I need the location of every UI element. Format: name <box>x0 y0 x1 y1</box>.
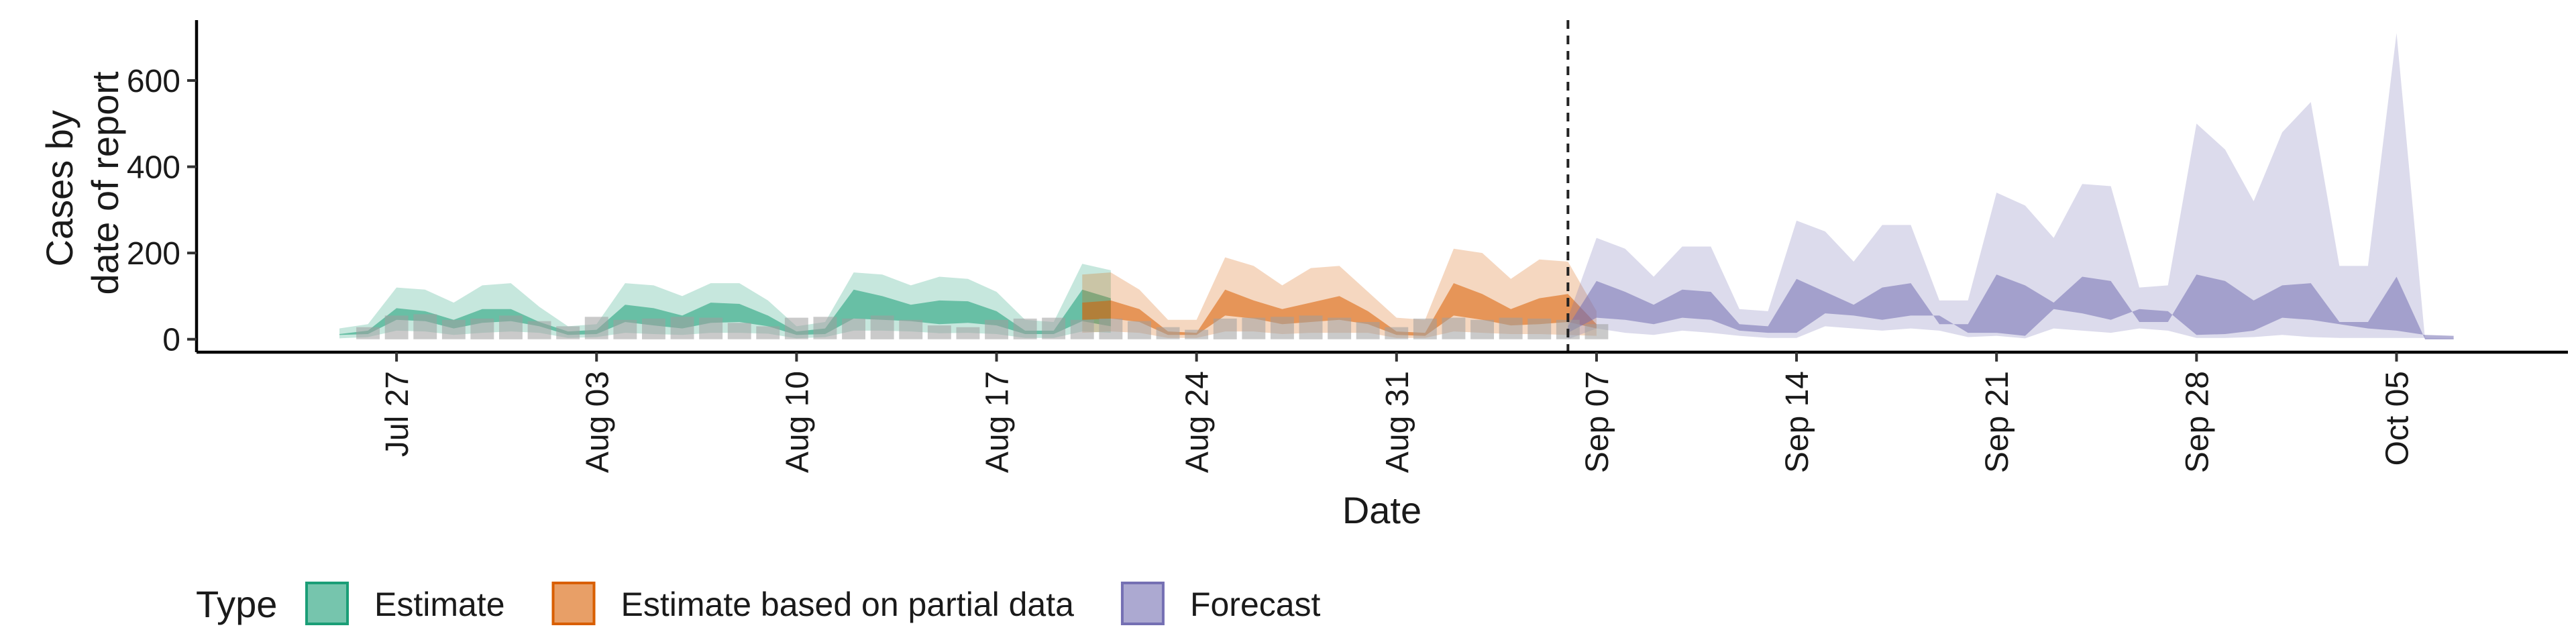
series-areas <box>339 33 2454 339</box>
observed-bar <box>413 314 437 339</box>
y-axis-title-line-2: date of report <box>84 71 126 295</box>
observed-bar <box>985 319 1008 339</box>
observed-bar <box>642 318 665 339</box>
observed-bar <box>584 317 608 339</box>
observed-bar <box>727 323 751 339</box>
observed-bar <box>1470 319 1494 339</box>
observed-bar <box>756 326 780 339</box>
observed-bar <box>1356 322 1380 339</box>
observed-bar <box>699 317 723 339</box>
observed-bar <box>1385 327 1409 339</box>
x-tick-label: Sep 21 <box>1980 371 2015 473</box>
axes: 0 200 400 600 Jul 27 Aug 03 Aug 10 Aug 17 Aug 24… <box>127 20 2568 473</box>
observed-bar <box>870 315 894 339</box>
observed-bar <box>470 318 494 339</box>
observed-bar <box>1328 317 1352 339</box>
legend-title: Type <box>196 583 277 625</box>
x-tick-label: Aug 31 <box>1380 371 1415 473</box>
observed-bar <box>1128 321 1151 339</box>
x-tick-label: Oct 05 <box>2380 371 2416 466</box>
observed-bar <box>670 317 694 339</box>
observed-bar <box>1042 317 1066 339</box>
observed-bar <box>1156 327 1180 339</box>
observed-bar <box>613 319 637 339</box>
legend-label-estimate: Estimate <box>374 586 505 623</box>
x-tick-label: Aug 24 <box>1180 371 1216 473</box>
area-forecast-90 <box>1568 33 2454 339</box>
y-tick-label: 0 <box>162 323 180 358</box>
area-forecast-50 <box>1568 274 2454 339</box>
x-tick-label: Sep 28 <box>2180 371 2215 473</box>
observed-bar <box>956 327 980 339</box>
area-estimate-based-on-partial-data-50 <box>1082 283 1597 336</box>
x-tick-label: Jul 27 <box>380 371 415 457</box>
x-tick-label: Sep 07 <box>1580 371 1615 473</box>
y-axis-title: Cases by date of report <box>38 71 126 295</box>
observed-bar <box>927 325 951 339</box>
observed-bar <box>813 317 837 339</box>
y-tick-label: 400 <box>127 150 180 186</box>
observed-bar <box>556 326 580 339</box>
observed-bar <box>499 315 523 339</box>
x-tick-label: Aug 03 <box>580 371 615 473</box>
observed-bar <box>356 327 380 339</box>
x-tick-label: Aug 17 <box>980 371 1016 473</box>
y-tick-label: 600 <box>127 64 180 99</box>
observed-bar <box>842 318 865 339</box>
observed-bar <box>1585 324 1609 339</box>
observed-bar <box>527 321 551 339</box>
observed-bar <box>441 319 466 339</box>
observed-bar <box>784 317 808 339</box>
observed-bar <box>1499 317 1523 339</box>
legend-key-estimate-based-on-partial-data <box>551 582 596 625</box>
observed-bar <box>899 319 923 339</box>
legend-key-estimate <box>305 582 349 625</box>
legend: Type Estimate Estimate based on partial da… <box>196 582 1321 625</box>
legend-key-forecast <box>1120 582 1165 625</box>
observed-bar <box>384 315 409 339</box>
observed-bar <box>1070 319 1094 339</box>
observed-bar <box>1185 329 1209 339</box>
y-axis-title-line-1: Cases by <box>38 110 80 266</box>
observed-bar <box>1242 317 1266 339</box>
observed-bar <box>1099 318 1123 339</box>
observed-bar <box>1213 318 1237 339</box>
legend-label-estimate-based-on-partial-data: Estimate based on partial data <box>621 586 1075 623</box>
x-tick-label: Aug 10 <box>780 371 815 473</box>
observed-bar <box>1527 318 1552 339</box>
observed-bar <box>1013 318 1037 339</box>
observed-bar <box>1413 318 1437 339</box>
x-axis-title: Date <box>1342 489 1421 531</box>
observed-bar <box>1271 317 1294 339</box>
observed-bar <box>1442 317 1466 339</box>
observed-bar <box>1299 315 1323 339</box>
y-tick-label: 200 <box>127 236 180 272</box>
legend-label-forecast: Forecast <box>1190 586 1321 623</box>
x-tick-label: Sep 14 <box>1780 371 1815 473</box>
